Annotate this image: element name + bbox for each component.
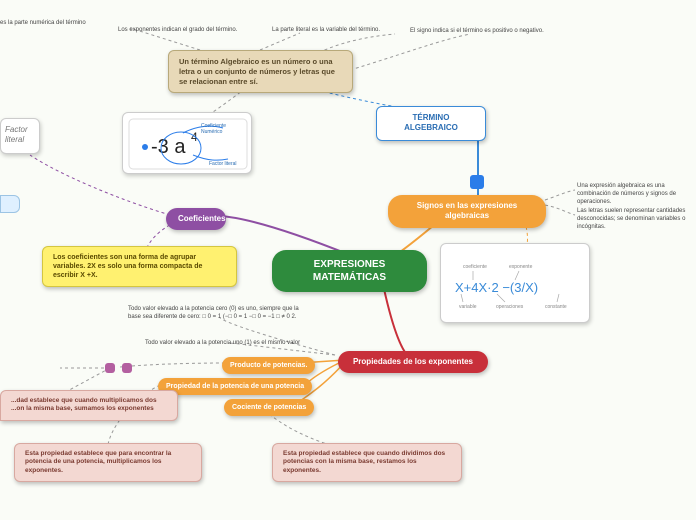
note-exp-text: Los exponentes indican el grado del térm… — [118, 27, 237, 33]
center-node[interactable]: EXPRESIONES MATEMÁTICAS — [272, 250, 427, 292]
svg-text:Factor literal: Factor literal — [209, 161, 237, 167]
termino-label: TÉRMINO ALGEBRAICO — [404, 113, 458, 132]
note-signo-text: El signo indica si el término es positiv… — [410, 28, 544, 34]
note-exp: Los exponentes indican el grado del térm… — [118, 27, 268, 35]
svg-text:-3 a: -3 a — [151, 136, 186, 158]
connector-square — [470, 175, 484, 189]
prod-note-text: ...dad establece que cuando multiplicamo… — [11, 397, 157, 412]
coef-note-text: Los coeficientes son una forma de agrupa… — [53, 254, 202, 279]
prop-cociente-label: Cociente de potencias — [232, 404, 306, 411]
note-lit: La parte literal es la variable del térm… — [272, 27, 407, 35]
rule-zero: Todo valor elevado a la potencia cero (0… — [128, 306, 313, 322]
rule-one: Todo valor elevado a la potencia uno (1)… — [145, 340, 335, 348]
svg-text:coeficiente: coeficiente — [463, 264, 487, 270]
svg-text:constante: constante — [545, 304, 567, 310]
svg-text:exponente: exponente — [509, 264, 533, 270]
prop-producto-label: Producto de potencias. — [230, 362, 307, 369]
signos-note-b: Las letras suelen representar cantidades… — [577, 208, 696, 231]
prop-potpot-label: Propiedad de la potencia de una potencia — [166, 383, 304, 390]
svg-text:operaciones: operaciones — [496, 304, 524, 310]
props-label: Propiedades de los exponentes — [353, 357, 473, 366]
signos-note-b-text: Las letras suelen representar cantidades… — [577, 208, 685, 230]
prop-cociente[interactable]: Cociente de potencias — [224, 399, 314, 416]
clipped-box — [0, 195, 20, 213]
termino-def: Un término Algebraico es un número o una… — [168, 50, 353, 93]
signos-node[interactable]: Signos en las expresiones algebraicas — [388, 195, 546, 228]
factor-literal-box: Factor literal — [0, 118, 40, 154]
center-label: EXPRESIONES MATEMÁTICAS — [313, 259, 386, 283]
note-lit-text: La parte literal es la variable del térm… — [272, 27, 380, 33]
factor-literal-text: Factor literal — [5, 125, 28, 144]
note-coef-text: es la parte numérica del término — [0, 20, 86, 26]
coef-note: Los coeficientes son una forma de agrupa… — [42, 246, 237, 287]
rule-one-text: Todo valor elevado a la potencia uno (1)… — [145, 340, 300, 346]
rule-zero-text: Todo valor elevado a la potencia cero (0… — [128, 306, 299, 320]
svg-text:X+4X·2 −(3/X): X+4X·2 −(3/X) — [455, 280, 538, 295]
note-coef: es la parte numérica del término — [0, 20, 110, 28]
signos-note-a: Una expresión algebraica es una combinac… — [577, 183, 696, 206]
prop-potencia-potencia[interactable]: Propiedad de la potencia de una potencia — [158, 378, 312, 395]
dot-b — [122, 363, 132, 373]
coef-node[interactable]: Coeficientes — [166, 208, 226, 230]
prop-producto[interactable]: Producto de potencias. — [222, 357, 315, 374]
svg-text:Numérico: Numérico — [201, 129, 223, 135]
note-signo: El signo indica si el término es positiv… — [410, 28, 580, 36]
diagram-term: -3 a 4 Coeficiente Numérico Factor liter… — [122, 112, 252, 174]
coc-note: Esta propiedad establece que cuando divi… — [272, 443, 462, 482]
potpot-note-text: Esta propiedad establece que para encont… — [25, 450, 171, 474]
termino-def-text: Un término Algebraico es un número o una… — [179, 57, 335, 86]
potpot-note: Esta propiedad establece que para encont… — [14, 443, 202, 482]
coc-note-text: Esta propiedad establece que cuando divi… — [283, 450, 445, 474]
props-node[interactable]: Propiedades de los exponentes — [338, 351, 488, 373]
coef-label: Coeficientes — [178, 214, 226, 223]
svg-text:4: 4 — [191, 130, 198, 144]
diagram-expr: X+4X·2 −(3/X) coeficiente exponente vari… — [440, 243, 590, 323]
dot-a — [105, 363, 115, 373]
signos-label: Signos en las expresiones algebraicas — [417, 201, 517, 220]
signos-note-a-text: Una expresión algebraica es una combinac… — [577, 183, 676, 205]
mindmap-canvas: { "center": { "label": "EXPRESIONES MATE… — [0, 0, 696, 520]
svg-text:variable: variable — [459, 304, 477, 310]
termino-node[interactable]: TÉRMINO ALGEBRAICO — [376, 106, 486, 141]
prod-note: ...dad establece que cuando multiplicamo… — [0, 390, 178, 421]
